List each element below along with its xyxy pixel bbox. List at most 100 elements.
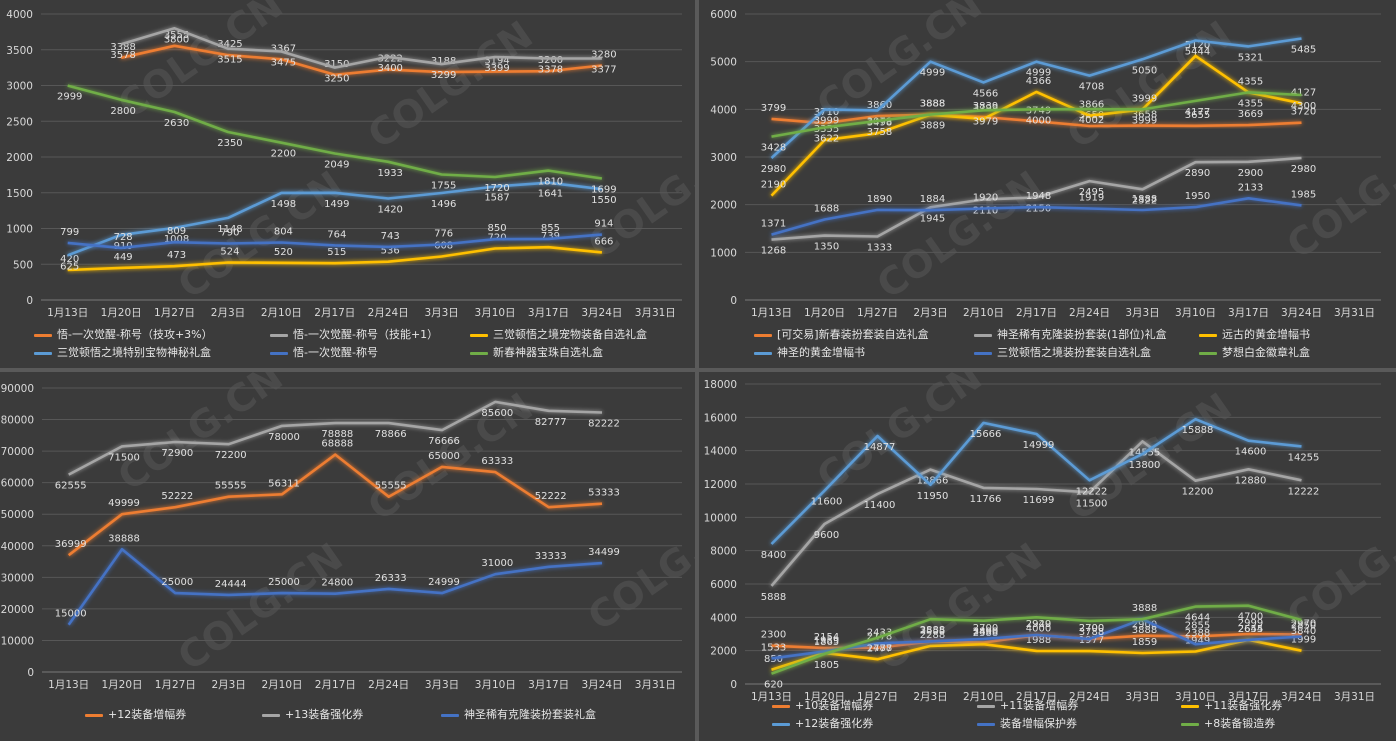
series-line-5 xyxy=(67,233,603,250)
data-label: 5444 xyxy=(1185,47,1210,58)
watermark-text: COLG.CN xyxy=(869,163,1050,308)
y-tick-label: 2000 xyxy=(710,200,737,212)
series-line-6 xyxy=(771,604,1302,675)
data-label: 1499 xyxy=(324,199,349,210)
data-label: 1641 xyxy=(538,189,563,200)
data-label: 14999 xyxy=(1023,440,1055,451)
y-tick-label: 500 xyxy=(13,259,33,271)
legend-item: +10装备增幅券 xyxy=(772,698,873,714)
data-label: 38888 xyxy=(108,533,140,544)
x-tick-label: 3月24日 xyxy=(1281,691,1322,703)
data-label: 3299 xyxy=(431,70,456,81)
data-label: 1008 xyxy=(164,234,189,245)
series-line-5 xyxy=(771,617,1302,660)
series-line-2 xyxy=(771,156,1302,241)
x-tick-label: 1月27日 xyxy=(155,679,196,691)
legend-swatch xyxy=(1199,351,1217,355)
legend-item: 装备增幅保护券 xyxy=(977,716,1077,732)
x-tick-label: 2月24日 xyxy=(368,679,409,691)
data-label: 3655 xyxy=(1185,110,1210,121)
data-label: 76666 xyxy=(428,436,460,447)
data-label: 3378 xyxy=(538,64,563,75)
y-tick-label: 3000 xyxy=(6,81,33,93)
data-label: 24444 xyxy=(215,579,247,590)
series-line-4 xyxy=(770,417,1302,545)
data-label: 1496 xyxy=(431,199,456,210)
data-label: 1699 xyxy=(591,185,616,196)
data-label: 524 xyxy=(220,247,239,258)
data-label: 1920 xyxy=(973,192,998,203)
data-label: 5050 xyxy=(1132,65,1157,76)
data-label: 2133 xyxy=(1238,182,1263,193)
y-tick-label: 4000 xyxy=(710,104,737,116)
legend-item: 三觉顿悟之境宠物装备自选礼盒 xyxy=(470,327,647,343)
data-label: 620 xyxy=(764,680,783,691)
x-tick-label: 3月24日 xyxy=(581,679,622,691)
legend-swatch xyxy=(974,333,992,337)
data-label: 1865 xyxy=(814,637,839,648)
y-tick-label: 14000 xyxy=(704,446,737,458)
data-label: 2555 xyxy=(920,625,945,636)
x-tick-label: 2月17日 xyxy=(1016,691,1057,703)
data-label: 3280 xyxy=(591,49,616,60)
legend-label: 三觉顿悟之境特别宝物神秘礼盒 xyxy=(57,346,211,359)
data-label: 3749 xyxy=(1026,105,1051,116)
x-tick-label: 2月10日 xyxy=(261,307,302,319)
data-label: 15888 xyxy=(1182,425,1214,436)
legend-swatch xyxy=(1181,704,1199,708)
x-tick-label: 3月10日 xyxy=(475,307,516,319)
data-label: 63333 xyxy=(481,456,513,467)
data-label: 3388 xyxy=(110,42,135,53)
data-label: 1533 xyxy=(761,642,786,653)
series-line-3 xyxy=(67,548,603,626)
data-label: 2388 xyxy=(1185,628,1210,639)
y-tick-label: 40000 xyxy=(1,541,34,553)
x-tick-label: 3月3日 xyxy=(1125,307,1159,319)
legend-swatch xyxy=(270,333,288,337)
x-tick-label: 1月13日 xyxy=(751,307,792,319)
data-label: 809 xyxy=(167,226,186,237)
data-label: 2190 xyxy=(761,180,786,191)
x-tick-label: 2月24日 xyxy=(1069,307,1110,319)
data-label: 12880 xyxy=(1235,475,1267,486)
data-label: 850 xyxy=(487,223,506,234)
legend-item: 远古的黄金增幅书 xyxy=(1199,327,1310,343)
series-line-1 xyxy=(771,113,1302,128)
y-tick-label: 12000 xyxy=(704,479,737,491)
data-label: 4366 xyxy=(1026,76,1051,87)
data-label: 1810 xyxy=(538,177,563,188)
data-label: 2388 xyxy=(973,628,998,639)
x-tick-label: 1月20日 xyxy=(101,679,142,691)
data-label: 3555 xyxy=(164,30,189,41)
y-tick-label: 70000 xyxy=(1,446,34,458)
legend-label: 神圣稀有克隆装扮套装(1部位)礼盒 xyxy=(997,328,1167,341)
data-label: 3758 xyxy=(867,127,892,138)
data-label: 4177 xyxy=(1185,107,1210,118)
legend-swatch xyxy=(270,351,288,355)
y-tick-label: 30000 xyxy=(1,572,34,584)
legend-swatch xyxy=(772,722,790,726)
data-label: 31000 xyxy=(481,558,513,569)
data-label: 1720 xyxy=(484,183,509,194)
data-label: 3367 xyxy=(271,43,296,54)
data-label: 12200 xyxy=(1182,487,1214,498)
legend-item: 悟-一次觉醒-称号（技攻+3%） xyxy=(34,327,213,343)
data-label: 52222 xyxy=(535,491,567,502)
data-label: 14877 xyxy=(864,442,896,453)
data-label: 15666 xyxy=(970,429,1002,440)
data-label: 1948 xyxy=(1026,191,1051,202)
data-label: 4566 xyxy=(973,88,998,99)
data-label: 2850 xyxy=(1291,621,1316,632)
data-label: 1933 xyxy=(377,168,402,179)
data-label: 11766 xyxy=(970,494,1002,505)
data-label: 1550 xyxy=(591,195,616,206)
legend-swatch xyxy=(977,704,995,708)
series-line-6 xyxy=(67,84,603,180)
legend-swatch xyxy=(1199,333,1217,337)
data-label: 2999 xyxy=(57,92,82,103)
legend-swatch xyxy=(470,333,488,337)
data-label: 3222 xyxy=(377,54,402,65)
x-tick-label: 1月20日 xyxy=(804,307,845,319)
data-label: 1688 xyxy=(814,204,839,215)
data-label: 3799 xyxy=(973,103,998,114)
